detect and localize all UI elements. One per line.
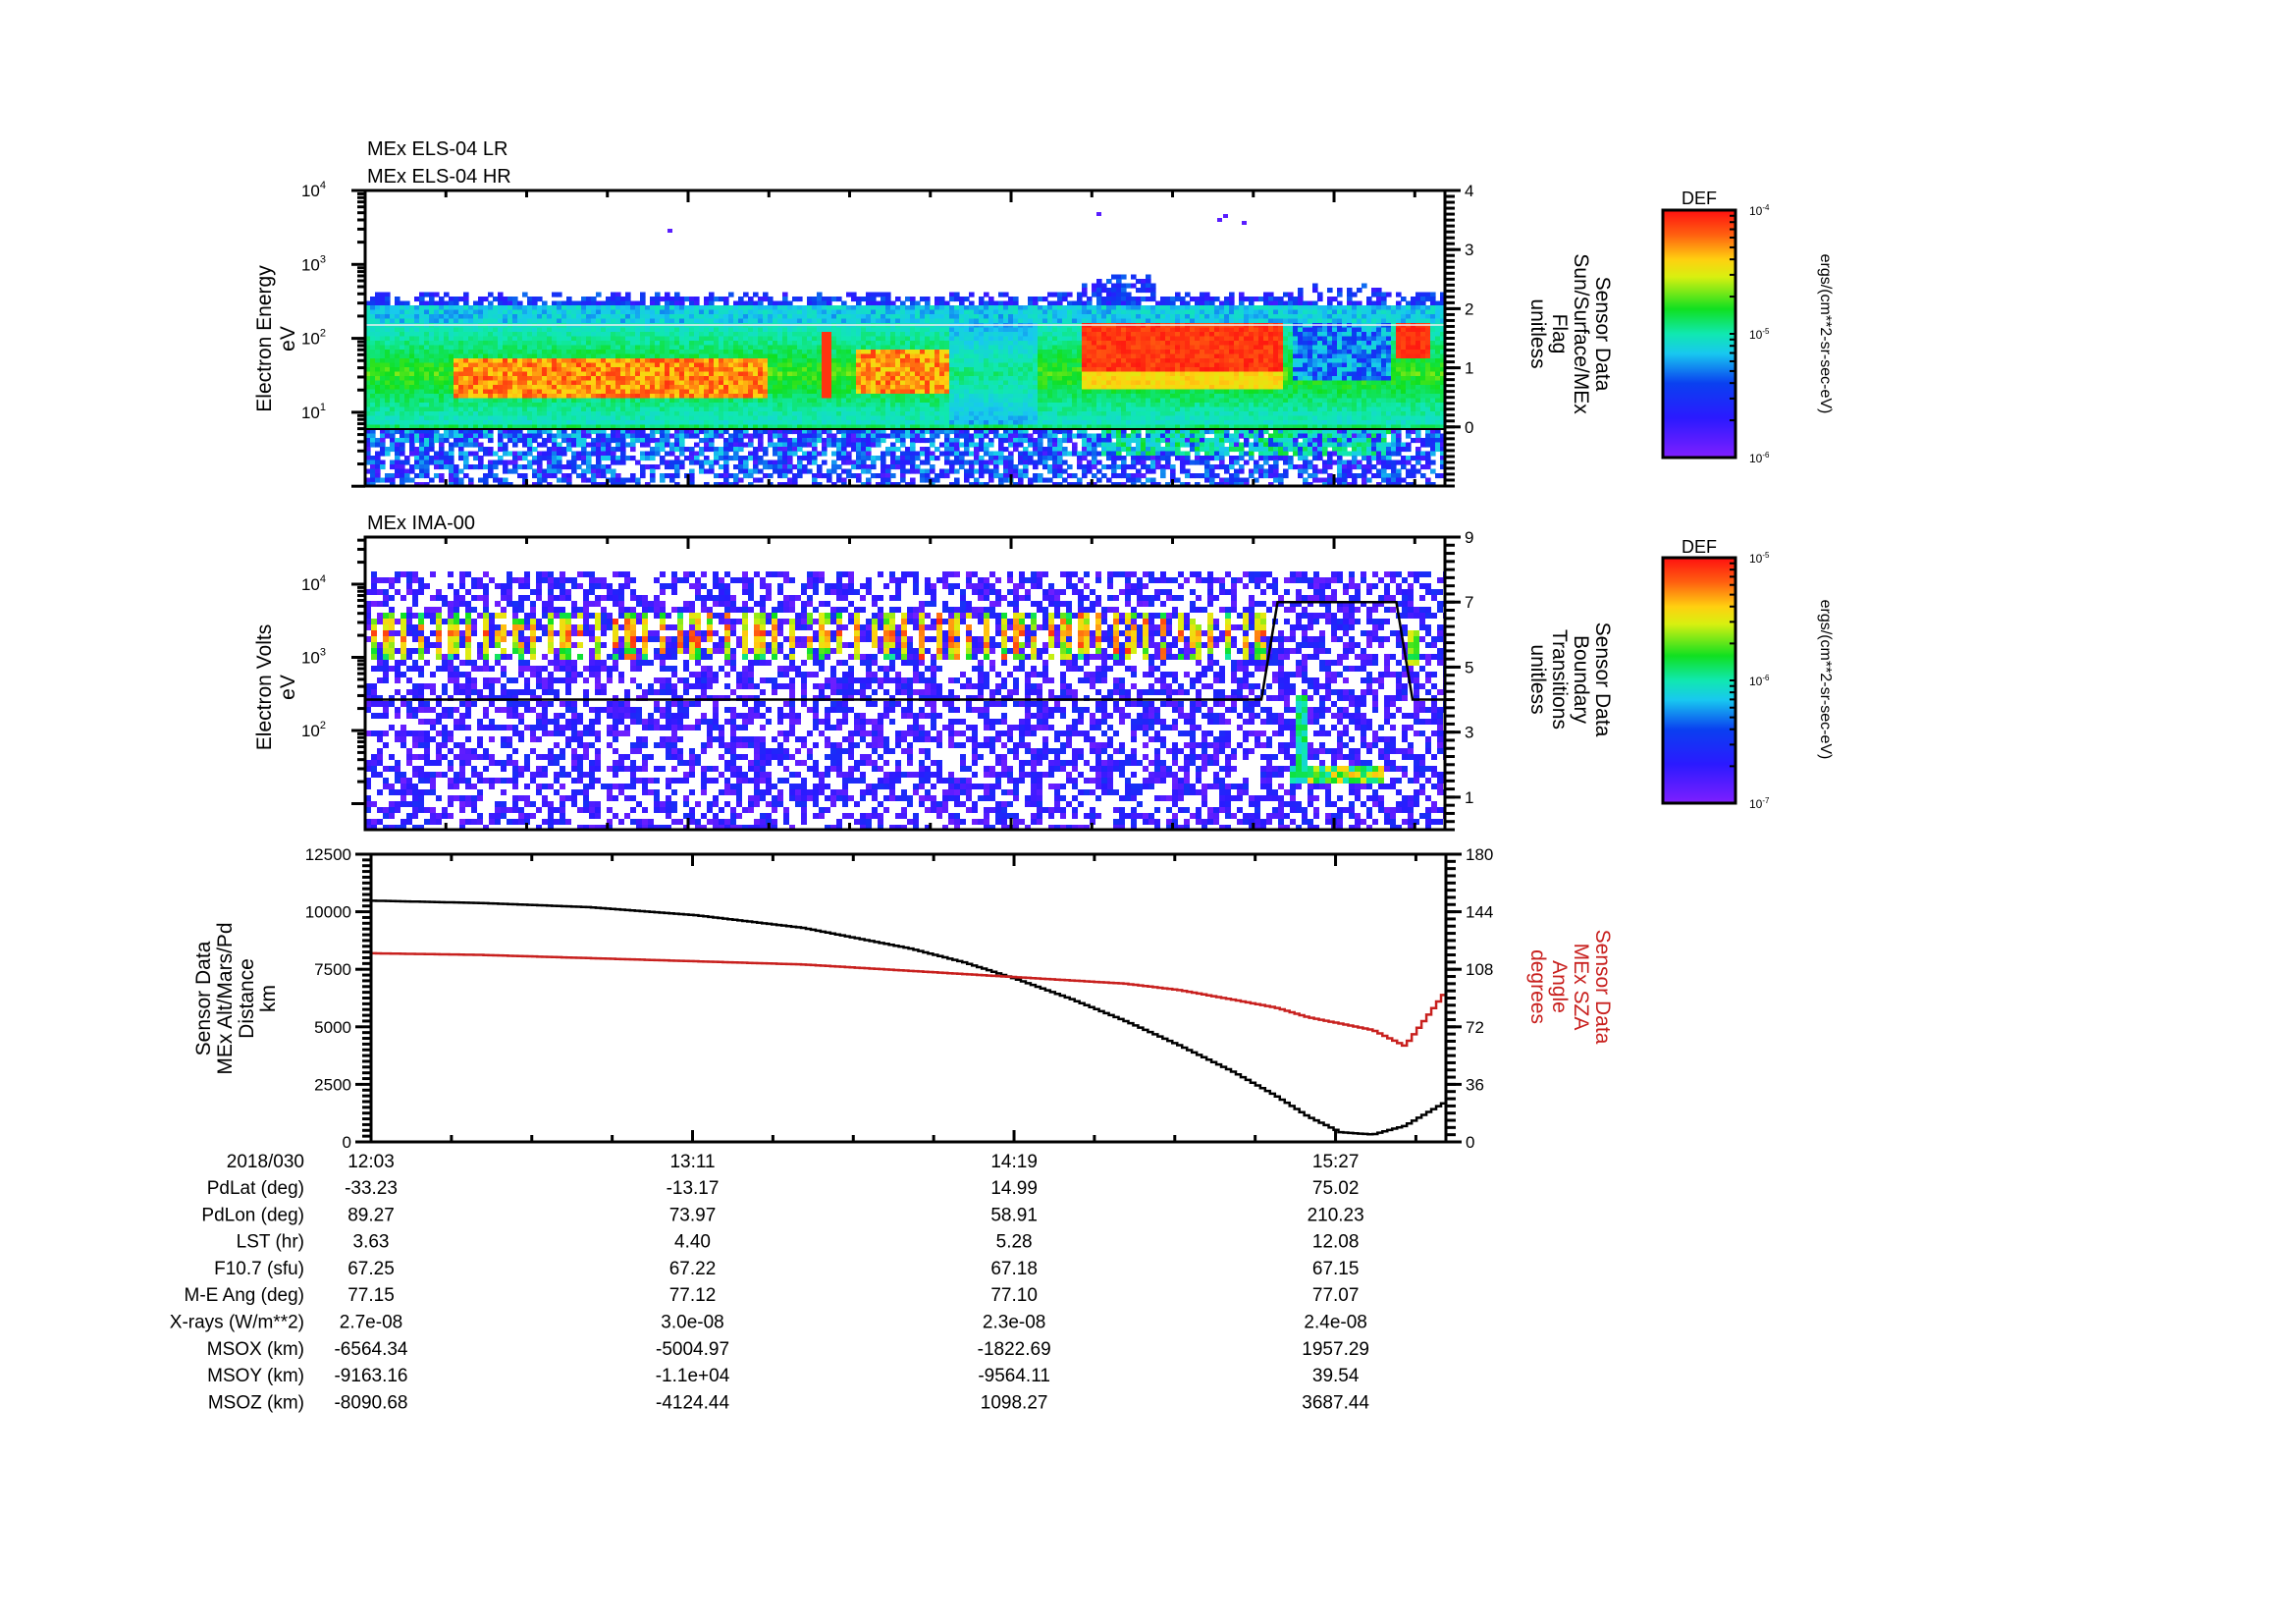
- row-label: M-E Ang (deg): [185, 1285, 305, 1306]
- row-value: 89.27: [347, 1205, 395, 1225]
- els-spectrogram: [365, 212, 1445, 486]
- colorbar-gradient: [1661, 556, 1737, 805]
- y-axis-label-distance: Sensor Data MEx Alt/Mars/Pd Distance km: [192, 922, 280, 1074]
- row-value: -1.1e+04: [656, 1366, 730, 1386]
- row-value: 77.10: [990, 1285, 1038, 1306]
- row-value: 3.0e-08: [661, 1313, 723, 1333]
- row-value: 73.97: [669, 1205, 717, 1225]
- row-label: X-rays (W/m**2): [170, 1313, 304, 1333]
- row-label: PdLon (deg): [201, 1205, 304, 1225]
- row-label: MSOY (km): [207, 1366, 304, 1386]
- row-value: 210.23: [1308, 1205, 1364, 1225]
- row-value: 2.7e-08: [340, 1313, 402, 1333]
- row-value: -8090.68: [334, 1392, 407, 1413]
- ephemeris-table: 2018/030 12:03 13:11 14:19 15:27 PdLat (deg)…: [170, 1152, 1370, 1413]
- row-value: -4124.44: [656, 1392, 729, 1413]
- row-value: 67.18: [990, 1259, 1038, 1279]
- row-label: PdLat (deg): [207, 1178, 304, 1199]
- row-value: 3687.44: [1302, 1392, 1369, 1413]
- row-value: -9564.11: [978, 1366, 1050, 1386]
- row-value: 3.63: [353, 1232, 390, 1253]
- time-tick-label: 13:11: [669, 1152, 715, 1172]
- panel-title-els-hr: MEx ELS-04 HR: [367, 166, 511, 188]
- y2-axis-label-sza: Sensor Data MEx SZA Angle degrees: [1526, 930, 1614, 1045]
- row-value: 77.15: [347, 1285, 395, 1306]
- date-label: 2018/030: [227, 1152, 304, 1172]
- row-value: -13.17: [667, 1178, 720, 1199]
- row-value: -9163.16: [334, 1366, 407, 1386]
- time-tick-label: 12:03: [347, 1152, 395, 1172]
- time-tick-label: 14:19: [990, 1152, 1038, 1172]
- y-axis-label-els: Electron Energy eV: [253, 265, 299, 412]
- row-value: 2.4e-08: [1304, 1313, 1366, 1333]
- y2-axis-label-ima: Sensor Data Boundary Transitions unitles…: [1526, 622, 1614, 737]
- row-value: -33.23: [345, 1178, 398, 1199]
- row-label: MSOZ (km): [208, 1392, 304, 1413]
- row-value: 77.12: [669, 1285, 717, 1306]
- colorbar-els: DEF 10-410-510-6 ergs/(cm**2-sr-sec-eV): [1661, 189, 1834, 465]
- row-value: 67.15: [1312, 1259, 1360, 1279]
- row-value: 67.25: [347, 1259, 395, 1279]
- row-value: -1822.69: [978, 1339, 1051, 1360]
- row-value: 77.07: [1312, 1285, 1360, 1306]
- row-value: -5004.97: [656, 1339, 729, 1360]
- row-value: 1957.29: [1302, 1339, 1369, 1360]
- colorbar-ima: DEF 10-510-610-7 ergs/(cm**2-sr-sec-eV): [1661, 537, 1834, 811]
- row-value: 4.40: [674, 1232, 711, 1253]
- row-value: 67.22: [669, 1259, 717, 1279]
- row-label: LST (hr): [237, 1232, 304, 1253]
- row-label: MSOX (km): [207, 1339, 304, 1360]
- row-value: 1098.27: [981, 1392, 1048, 1413]
- panel-title-ima: MEx IMA-00: [367, 513, 475, 534]
- row-value: -6564.34: [334, 1339, 407, 1360]
- row-value: 5.28: [996, 1232, 1033, 1253]
- row-value: 12.08: [1312, 1232, 1360, 1253]
- time-tick-label: 15:27: [1312, 1152, 1360, 1172]
- panel-els: MEx ELS-04 LR MEx ELS-04 HR 101102103104…: [253, 138, 1614, 488]
- row-label: F10.7 (sfu): [214, 1259, 304, 1279]
- row-value: 2.3e-08: [983, 1313, 1045, 1333]
- y-axis-label-ima: Electron Volts eV: [253, 624, 299, 750]
- line-series: [371, 899, 1446, 1136]
- row-value: 14.99: [990, 1178, 1038, 1199]
- row-value: 75.02: [1312, 1178, 1360, 1199]
- colorbar-gradient: [1661, 208, 1737, 460]
- ima-spectrogram: [365, 571, 1445, 830]
- row-value: 58.91: [990, 1205, 1038, 1225]
- panel-title-els-lr: MEx ELS-04 LR: [367, 138, 507, 160]
- row-value: 39.54: [1312, 1366, 1360, 1386]
- y2-axis-label-els: Sensor Data Sun/Surface/MEx Flag unitles…: [1526, 253, 1614, 414]
